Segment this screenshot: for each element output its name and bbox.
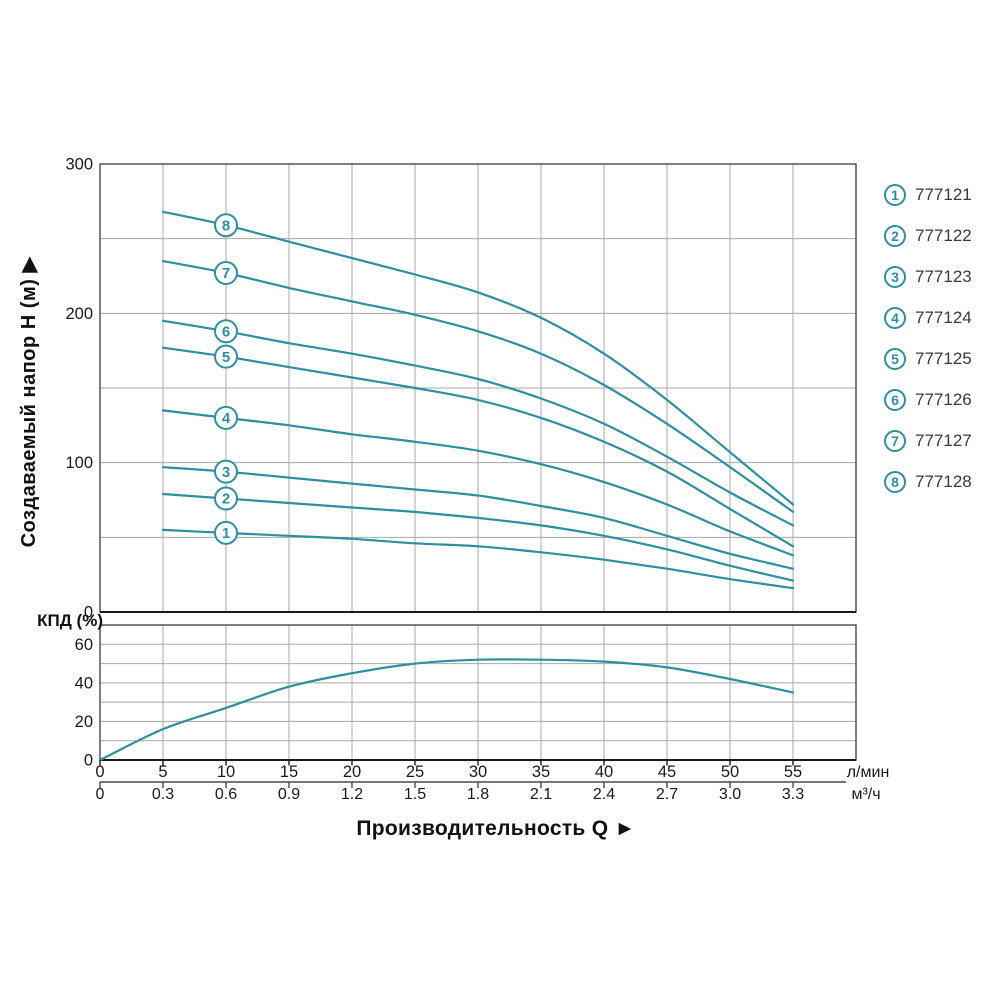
head-y-tick-label: 100 — [65, 454, 93, 472]
legend-item-777123: 3 777123 — [884, 266, 972, 288]
x-tick-label-lmin: 15 — [280, 763, 298, 781]
curve-label-number-4: 4 — [222, 410, 231, 427]
curve-777124 — [161, 409, 795, 557]
legend-article-777128: 777128 — [915, 472, 972, 491]
curve-777123 — [161, 466, 795, 570]
legend-circle-5: 5 — [884, 348, 906, 370]
legend-item-777124: 4 777124 — [884, 307, 972, 329]
curve-777125 — [161, 346, 795, 548]
curve-label-circle-4 — [214, 405, 238, 430]
legend-circle-4: 4 — [884, 307, 906, 329]
legend: 1 777121 2 777122 3 777123 4 777124 5 777125 6 7771… — [884, 184, 972, 493]
legend-article-777121: 777121 — [915, 185, 972, 204]
legend-item-777125: 5 777125 — [884, 348, 972, 370]
x-tick-label-m3h: 3.0 — [719, 786, 741, 803]
curve-label-number-6: 6 — [222, 323, 230, 340]
x-tick-label-lmin: 35 — [532, 763, 550, 781]
head-y-tick-label: 300 — [65, 156, 93, 174]
x-tick-label-m3h: 2.4 — [593, 786, 615, 803]
legend-article-777127: 777127 — [915, 431, 972, 450]
x-tick-label-m3h: 1.2 — [341, 786, 363, 803]
x-tick-label-lmin: 30 — [469, 763, 487, 781]
x-tick-label-m3h: 1.5 — [404, 786, 426, 803]
x-tick-label-m3h: 2.1 — [530, 786, 552, 803]
legend-item-777126: 6 777126 — [884, 389, 972, 411]
curve-label-circle-3 — [214, 459, 238, 484]
curve-label-circle-2 — [214, 486, 238, 511]
legend-circle-1: 1 — [884, 184, 906, 206]
x-tick-label-lmin: 0 — [95, 763, 104, 781]
curve-label-number-1: 1 — [222, 525, 230, 542]
legend-article-777122: 777122 — [915, 226, 972, 245]
curve-label-number-8: 8 — [222, 217, 230, 234]
x-unit-m3h: м³/ч — [851, 786, 880, 803]
curve-label-circle-5 — [214, 344, 238, 369]
legend-article-777123: 777123 — [915, 267, 972, 286]
x-tick-label-m3h: 0.9 — [278, 786, 300, 803]
legend-item-777128: 8 777128 — [884, 471, 972, 493]
x-tick-label-m3h: 1.8 — [467, 786, 489, 803]
legend-circle-3: 3 — [884, 266, 906, 288]
x-tick-label-lmin: 10 — [217, 763, 235, 781]
curve-label-number-3: 3 — [222, 464, 230, 481]
legend-article-777126: 777126 — [915, 390, 972, 409]
curve-label-number-5: 5 — [222, 349, 230, 366]
legend-circle-2: 2 — [884, 225, 906, 247]
efficiency-y-tick-label: 0 — [84, 752, 93, 770]
efficiency-y-tick-label: 20 — [75, 713, 93, 731]
x-tick-label-lmin: 40 — [595, 763, 613, 781]
legend-circle-8: 8 — [884, 471, 906, 493]
legend-item-777122: 2 777122 — [884, 225, 972, 247]
x-axis-title: Производительность Q ► — [356, 817, 636, 840]
curve-777127 — [161, 260, 795, 513]
x-tick-label-lmin: 25 — [406, 763, 424, 781]
y-axis-title: Создаваемый напор H (м) ▶ — [18, 256, 40, 548]
efficiency-y-tick-label: 60 — [75, 636, 93, 654]
x-tick-label-lmin: 45 — [658, 763, 676, 781]
x-tick-label-m3h: 3.3 — [782, 786, 804, 803]
curve-777126 — [161, 319, 795, 527]
x-tick-label-m3h: 0 — [96, 786, 105, 803]
curve-777121 — [161, 528, 795, 590]
x-unit-lmin: л/мин — [847, 764, 890, 781]
curve-label-number-2: 2 — [222, 491, 230, 508]
x-tick-label-lmin: 55 — [784, 763, 802, 781]
head-y-tick-label: 0 — [84, 604, 93, 622]
x-tick-label-lmin: 5 — [158, 763, 167, 781]
curve-label-circle-1 — [214, 520, 238, 545]
x-tick-label-lmin: 50 — [721, 763, 739, 781]
legend-article-777124: 777124 — [915, 308, 972, 327]
legend-circle-6: 6 — [884, 389, 906, 411]
efficiency-y-tick-label: 40 — [75, 674, 93, 692]
x-tick-label-m3h: 0.6 — [215, 786, 237, 803]
curve-label-circle-8 — [214, 213, 238, 238]
curve-label-number-7: 7 — [222, 265, 230, 282]
legend-item-777127: 7 777127 — [884, 430, 972, 452]
x-tick-label-lmin: 20 — [343, 763, 361, 781]
x-tick-label-m3h: 2.7 — [656, 786, 678, 803]
curve-777122 — [161, 492, 795, 582]
x-tick-label-m3h: 0.3 — [152, 786, 174, 803]
curve-777128 — [161, 210, 795, 506]
curve-efficiency — [98, 658, 795, 762]
legend-article-777125: 777125 — [915, 349, 972, 368]
curve-label-circle-7 — [214, 261, 238, 286]
efficiency-axis-label: КПД (%) — [37, 611, 103, 630]
head-y-tick-label: 200 — [65, 305, 93, 323]
legend-item-777121: 1 777121 — [884, 184, 972, 206]
curve-label-circle-6 — [214, 319, 238, 344]
legend-circle-7: 7 — [884, 430, 906, 452]
